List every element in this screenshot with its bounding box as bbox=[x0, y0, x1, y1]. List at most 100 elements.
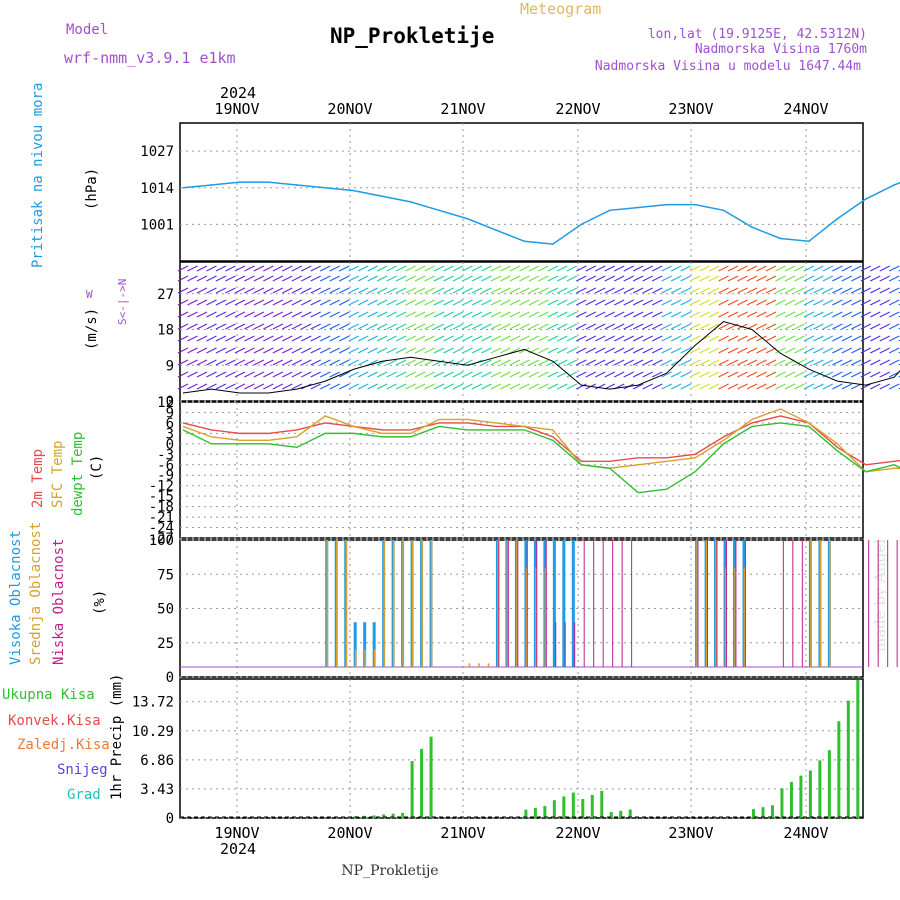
wind-barb bbox=[794, 371, 805, 378]
wind-barb bbox=[452, 275, 464, 282]
y-tick-label: -18 bbox=[149, 500, 174, 516]
panel-frame bbox=[179, 122, 864, 262]
wind-barb bbox=[500, 359, 511, 366]
wind-barb bbox=[888, 323, 900, 330]
wind-barb bbox=[367, 265, 378, 272]
wind-barb bbox=[272, 287, 284, 294]
wind-barb bbox=[234, 335, 246, 342]
wind-barb bbox=[443, 335, 454, 342]
wind-barb bbox=[291, 323, 303, 330]
wind-barb bbox=[832, 359, 843, 366]
wind-barb bbox=[187, 323, 198, 330]
wind-barb bbox=[500, 287, 511, 294]
wind-barb bbox=[310, 383, 322, 390]
wind-barb bbox=[746, 311, 758, 318]
wind-barb bbox=[566, 287, 578, 294]
pressure-point bbox=[580, 223, 583, 226]
wind-barb bbox=[832, 265, 843, 272]
wind-barb bbox=[206, 359, 217, 366]
wind-barb bbox=[765, 383, 777, 390]
wind-barb bbox=[319, 299, 331, 306]
wind-barb bbox=[851, 383, 862, 390]
wind-barb bbox=[841, 383, 853, 390]
wind-barb bbox=[452, 335, 464, 342]
wind-barb bbox=[528, 299, 540, 306]
wind-barb bbox=[879, 323, 891, 330]
wind-barb bbox=[462, 299, 473, 306]
wind-barb bbox=[424, 347, 435, 354]
wind-barb bbox=[765, 265, 777, 272]
wind-barb bbox=[244, 383, 255, 390]
cloud-high-label: Visoka Oblacnost bbox=[8, 530, 24, 665]
wind-barb bbox=[594, 347, 606, 354]
wind-barb bbox=[301, 359, 312, 366]
wind-barb bbox=[500, 383, 511, 390]
wind-barb bbox=[291, 371, 303, 378]
wind-barb bbox=[860, 265, 872, 272]
wind-barb bbox=[832, 275, 843, 282]
wind-barb bbox=[462, 371, 473, 378]
wind-barb bbox=[851, 275, 862, 282]
wind-barb bbox=[727, 335, 739, 342]
wind-barb bbox=[471, 383, 483, 390]
wind-barb bbox=[765, 323, 777, 330]
wind-barb bbox=[386, 265, 397, 272]
cloud-mid-bar bbox=[402, 540, 404, 667]
wind-barb bbox=[481, 287, 492, 294]
model-altitude-label: Nadmorska Visina u modelu 1647.44m bbox=[595, 59, 861, 74]
wind-barb bbox=[244, 311, 255, 318]
wind-barb bbox=[642, 383, 653, 390]
wind-barb bbox=[547, 383, 559, 390]
wind-barb bbox=[651, 323, 663, 330]
wind-barb bbox=[234, 311, 246, 318]
y-tick-label: 13.72 bbox=[132, 695, 174, 711]
wind-barb bbox=[594, 299, 606, 306]
wind-barb bbox=[348, 335, 359, 342]
wind-barb bbox=[490, 275, 502, 282]
wind-barb bbox=[718, 335, 729, 342]
wind-barb bbox=[310, 299, 322, 306]
credit-watermark: made by Angel bbox=[871, 539, 889, 652]
cloud-low-bar bbox=[536, 540, 538, 667]
y-tick-label: 0 bbox=[166, 811, 174, 827]
wind-barb bbox=[775, 299, 786, 306]
cloud-low-label: Niska Oblacnost bbox=[51, 539, 67, 665]
wind-barb bbox=[822, 371, 834, 378]
wind-barb bbox=[234, 371, 246, 378]
precip-bar bbox=[780, 788, 784, 818]
wind-barb bbox=[282, 265, 293, 272]
pressure-point bbox=[239, 181, 241, 183]
wind-barb bbox=[301, 371, 312, 378]
y-tick-label: -24 bbox=[149, 521, 174, 537]
pressure-point bbox=[296, 184, 298, 186]
wind-barb bbox=[225, 265, 236, 272]
temp-sfc-line bbox=[182, 408, 900, 473]
wind-barb bbox=[319, 371, 331, 378]
wind-barb bbox=[215, 323, 227, 330]
wind-barb bbox=[490, 323, 502, 330]
wind-barb bbox=[357, 347, 369, 354]
wind-barb bbox=[471, 335, 483, 342]
wind-barb bbox=[604, 335, 616, 342]
wind-barb bbox=[206, 347, 217, 354]
wind-barb bbox=[623, 347, 634, 354]
wind-barb bbox=[557, 299, 568, 306]
wind-barb bbox=[813, 299, 824, 306]
wind-barb bbox=[263, 287, 274, 294]
wind-barb bbox=[500, 299, 511, 306]
wind-barb bbox=[879, 347, 891, 354]
wind-barb bbox=[509, 275, 521, 282]
wind-barb bbox=[803, 347, 815, 354]
wind-barb bbox=[879, 275, 891, 282]
wind-barb bbox=[414, 287, 426, 294]
wind-barb bbox=[746, 299, 758, 306]
wind-barb bbox=[234, 359, 246, 366]
wind-barb bbox=[452, 323, 464, 330]
wind-barb bbox=[395, 323, 407, 330]
wind-barb bbox=[357, 311, 369, 318]
wind-barb bbox=[519, 323, 530, 330]
wind-barb bbox=[651, 265, 663, 272]
wind-barb bbox=[888, 299, 900, 306]
wind-barb bbox=[775, 383, 786, 390]
y-tick-label: 0 bbox=[166, 670, 174, 686]
